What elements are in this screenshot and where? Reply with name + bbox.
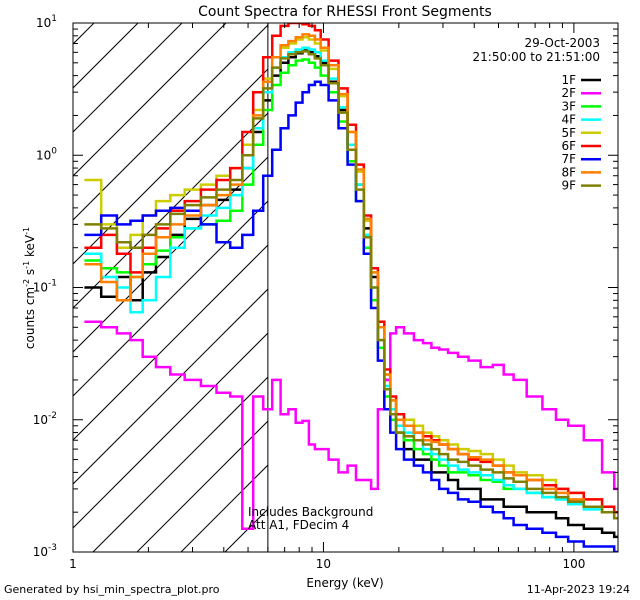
series-5F-line [84,36,618,514]
series-2F-line [84,320,618,530]
y-tick-label: 100 [36,146,57,162]
hatch-line [73,68,268,265]
legend-label-8F: 8F [561,165,576,179]
hatch-line [73,23,227,177]
x-tick-label: 100 [562,557,585,571]
series-4F-line [84,46,618,520]
y-label-exp3: -1 [22,227,31,235]
y-label-kev: keV [23,234,37,261]
hatch-line [73,200,268,397]
legend-label-4F: 4F [561,113,576,127]
x-tick-label: 1 [69,557,77,571]
x-tick-label: 10 [316,557,331,571]
chart-title: Count Spectra for RHESSI Front Segments [198,4,492,20]
legend-label-9F: 9F [561,179,576,193]
legend-label-3F: 3F [561,99,576,113]
hatch-line [73,23,183,133]
hatch-line [136,420,268,552]
y-axis-label: counts cm-2 s-1 keV-1 [22,227,37,349]
legend-label-5F: 5F [561,126,576,140]
annotation-attenuator: Att A1, FDecim 4 [248,518,349,532]
ticks-group: 1 10 100 10-3 10-2 10-1 100 101 [33,14,618,571]
date-label: 29-Oct-2003 [524,36,600,50]
y-tick-label: 101 [36,14,57,30]
series-group [84,23,618,552]
y-label-exp1: -2 [22,279,31,287]
legend-label-2F: 2F [561,86,576,100]
hatch-line [621,23,640,552]
background-hatch-region [73,23,640,552]
series-7F-line [84,80,618,552]
y-label-exp2: -1 [22,261,31,269]
hatch-lines [73,23,640,552]
hatch-line [92,376,268,552]
y-tick-label: 10-2 [33,411,57,427]
annotation-background: Includes Background [248,505,373,519]
y-label-s: s [23,269,37,279]
footer-timestamp: 11-Apr-2023 19:24 [526,583,630,596]
hatch-line [73,332,268,529]
y-label-counts: counts cm [23,287,37,349]
y-tick-label: 10-1 [33,279,57,295]
legend-label-7F: 7F [561,152,576,166]
legend-label-1F: 1F [561,73,576,87]
legend-label-6F: 6F [561,139,576,153]
hatch-line [533,23,640,552]
hatch-line [73,244,268,441]
hatch-line [73,24,268,221]
series-1F-line [84,49,618,539]
series-6F-line [84,23,618,514]
hatch-line [73,288,268,485]
hatch-line [73,156,268,353]
footer-generated-by: Generated by hsi_min_spectra_plot.pro [4,583,220,596]
y-tick-label: 10-3 [33,543,57,559]
series-9F-line [84,50,618,520]
time-range-label: 21:50:00 to 21:51:00 [473,50,600,64]
series-8F-line [84,33,618,520]
x-axis-label: Energy (keV) [306,576,383,590]
